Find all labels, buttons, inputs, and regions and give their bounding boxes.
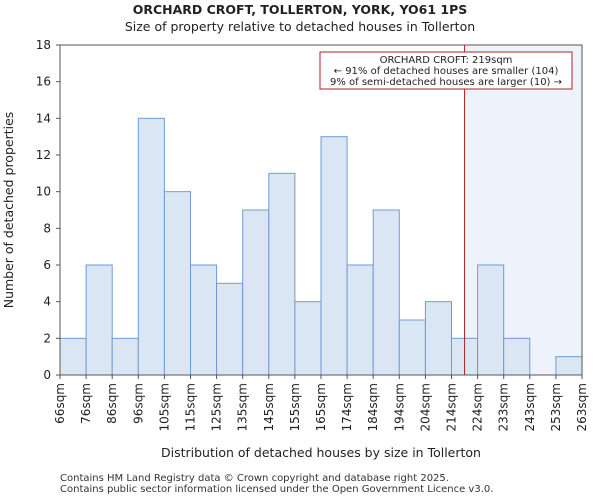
x-tick-label-184sqm: 184sqm: [366, 383, 380, 431]
y-tick-label-4: 4: [43, 295, 51, 309]
annotation-box: [319, 51, 573, 90]
bar-66sqm: [59, 337, 87, 376]
x-tick-label-263sqm: 263sqm: [575, 383, 589, 431]
x-tick-label-105sqm: 105sqm: [157, 383, 171, 431]
x-tick-label-224sqm: 224sqm: [471, 383, 485, 431]
x-tick-label-135sqm: 135sqm: [236, 383, 250, 431]
chart-subtitle: Size of property relative to detached ho…: [124, 19, 476, 34]
x-tick-label-174sqm: 174sqm: [340, 383, 354, 431]
bar-76sqm: [85, 264, 113, 376]
annotation-line-3: 9% of semi-detached houses are larger (1…: [330, 77, 562, 88]
bar-204sqm: [424, 301, 452, 376]
bar-105sqm: [163, 191, 191, 376]
x-tick-label-155sqm: 155sqm: [288, 383, 302, 431]
x-tick-label-76sqm: 76sqm: [79, 383, 93, 424]
chart-title-address: ORCHARD CROFT, TOLLERTON, YORK, YO61 1PS: [132, 2, 468, 17]
bar-135sqm: [242, 209, 270, 376]
x-tick-label-125sqm: 125sqm: [210, 383, 224, 431]
x-tick-label-66sqm: 66sqm: [53, 383, 67, 424]
x-tick-label-145sqm: 145sqm: [262, 383, 276, 431]
bar-145sqm: [268, 172, 296, 376]
y-tick-label-0: 0: [43, 368, 51, 382]
x-tick-label-214sqm: 214sqm: [445, 383, 459, 431]
y-tick-label-10: 10: [36, 185, 51, 199]
x-tick-label-96sqm: 96sqm: [131, 383, 145, 424]
y-tick-label-12: 12: [36, 148, 51, 162]
bar-253sqm: [555, 356, 583, 376]
bar-96sqm: [137, 117, 165, 376]
bar-165sqm: [320, 136, 348, 376]
x-tick-label-86sqm: 86sqm: [105, 383, 119, 424]
x-tick-label-233sqm: 233sqm: [497, 383, 511, 431]
x-tick-label-194sqm: 194sqm: [392, 383, 406, 431]
bar-86sqm: [111, 337, 139, 376]
x-tick-label-204sqm: 204sqm: [418, 383, 432, 431]
bar-155sqm: [294, 301, 322, 376]
bar-184sqm: [372, 209, 400, 376]
x-tick-label-165sqm: 165sqm: [314, 383, 328, 431]
bar-174sqm: [346, 264, 374, 376]
annotation-line-1: ORCHARD CROFT: 219sqm: [380, 55, 513, 66]
credit-land-registry: Contains HM Land Registry data © Crown c…: [60, 473, 449, 484]
y-tick-label-14: 14: [36, 111, 51, 125]
x-axis-label: Distribution of detached houses by size …: [161, 445, 481, 460]
bar-115sqm: [190, 264, 218, 376]
credit-ogl: Contains public sector information licen…: [60, 484, 494, 495]
y-axis-label: Number of detached properties: [1, 112, 16, 309]
y-tick-label-8: 8: [43, 221, 51, 235]
y-tick-label-6: 6: [43, 258, 51, 272]
x-tick-label-253sqm: 253sqm: [549, 383, 563, 431]
bar-233sqm: [503, 337, 531, 376]
y-tick-label-18: 18: [36, 38, 51, 52]
bar-125sqm: [216, 282, 244, 376]
bar-224sqm: [477, 264, 505, 376]
x-tick-label-243sqm: 243sqm: [523, 383, 537, 431]
annotation-line-2: ← 91% of detached houses are smaller (10…: [334, 66, 559, 77]
bar-194sqm: [398, 319, 426, 376]
x-tick-label-115sqm: 115sqm: [184, 383, 198, 431]
y-tick-label-16: 16: [36, 75, 51, 89]
y-tick-label-2: 2: [43, 331, 51, 345]
